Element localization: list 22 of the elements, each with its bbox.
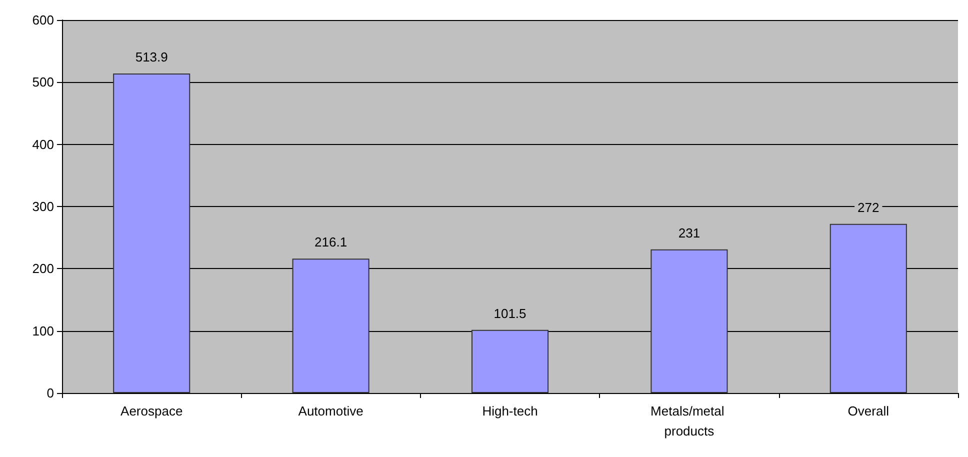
y-tick-label: 100 xyxy=(32,323,54,338)
data-label: 216.1 xyxy=(314,234,348,250)
y-tick-label: 200 xyxy=(32,261,54,276)
x-tick-label: Aerospace xyxy=(120,404,183,418)
data-label: 231 xyxy=(678,225,700,240)
y-tick-label: 400 xyxy=(32,136,54,152)
bar xyxy=(830,224,907,393)
bar xyxy=(292,258,370,393)
x-tick-label: Overall xyxy=(848,404,890,418)
bar xyxy=(113,74,190,393)
bar xyxy=(471,330,549,393)
y-tick-label: 500 xyxy=(32,74,54,90)
data-label: 513.9 xyxy=(135,50,168,65)
x-tick-label: Metals/metal products xyxy=(650,404,728,438)
y-tick-label: 0 xyxy=(46,386,54,400)
x-tick-label: Automotive xyxy=(298,404,364,418)
data-label: 272 xyxy=(858,200,880,215)
y-tick-label: 600 xyxy=(32,12,54,28)
data-label: 101.5 xyxy=(494,306,526,321)
y-tick-label: 300 xyxy=(32,199,54,214)
bar xyxy=(650,249,728,393)
x-tick-label: High-tech xyxy=(482,404,538,418)
